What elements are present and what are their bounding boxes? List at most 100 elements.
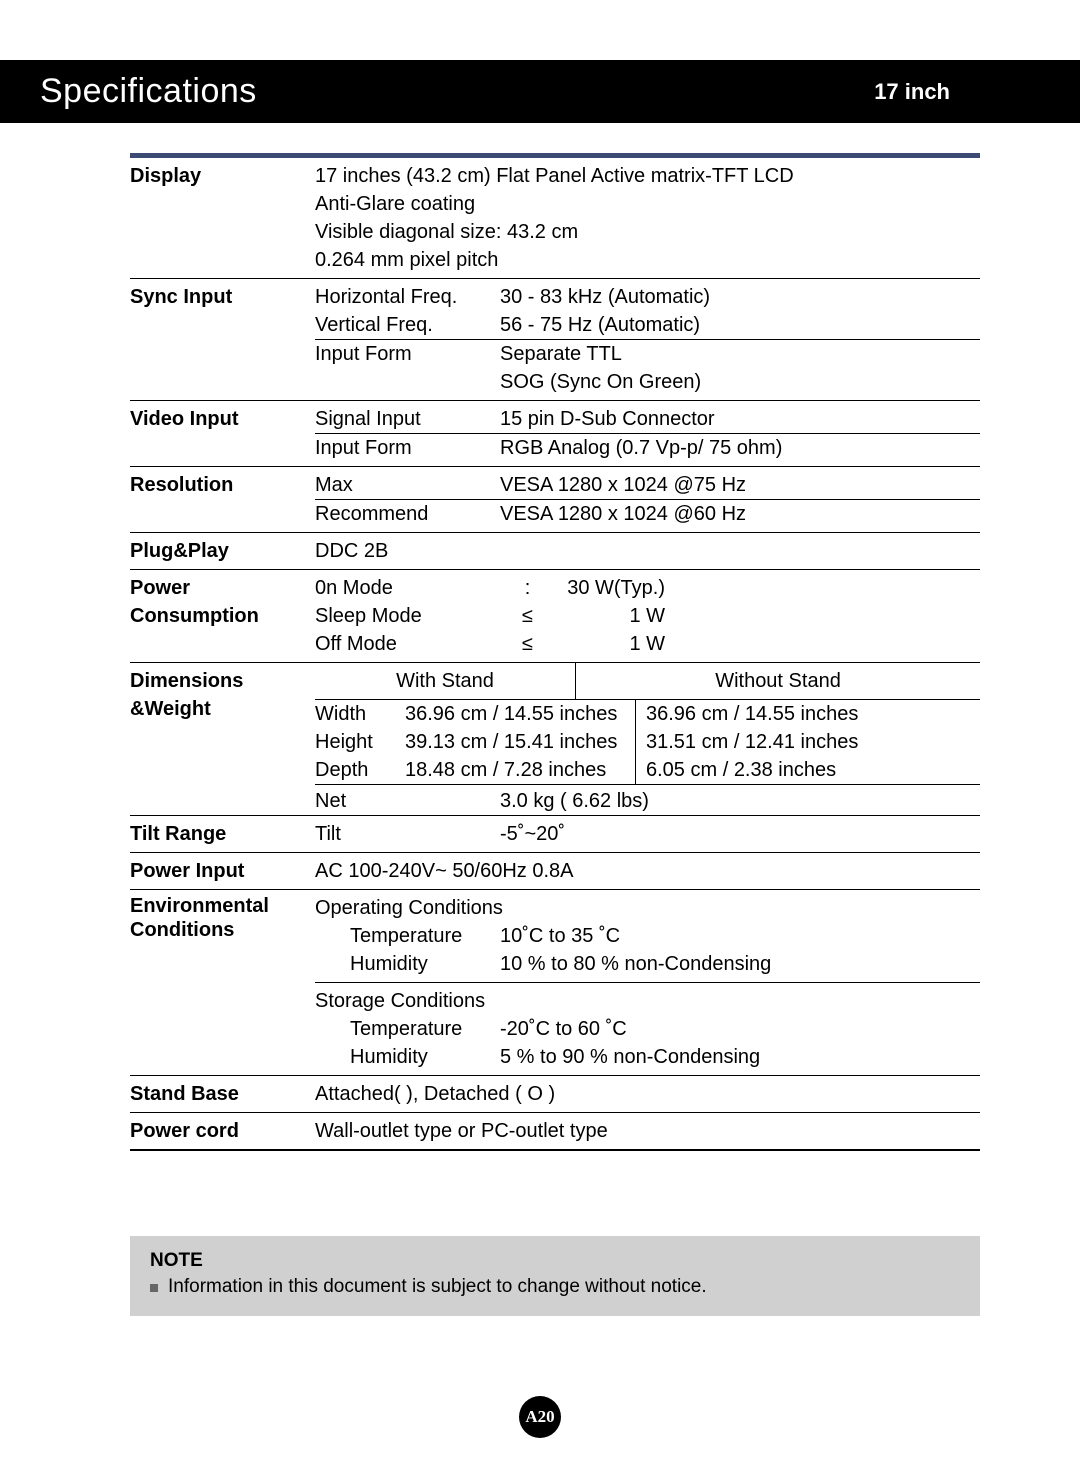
sync-val: 30 - 83 kHz (Automatic) xyxy=(500,283,980,311)
dim-b: 6.05 cm / 2.38 inches xyxy=(646,756,980,784)
note-box: NOTE Information in this document is sub… xyxy=(130,1236,980,1316)
sync-key: Input Form xyxy=(315,340,500,368)
display-line: Visible diagonal size: 43.2 cm xyxy=(315,218,980,246)
sync-key xyxy=(315,368,500,396)
video-val: RGB Analog (0.7 Vp-p/ 75 ohm) xyxy=(500,434,980,462)
tilt-k: Tilt xyxy=(315,820,500,848)
res-key: Recommend xyxy=(315,500,500,528)
label-env-2: Conditions xyxy=(130,918,311,942)
row-resolution: Resolution MaxVESA 1280 x 1024 @75 Hz Re… xyxy=(130,466,980,532)
label-video: Video Input xyxy=(130,401,315,466)
sync-val: 56 - 75 Hz (Automatic) xyxy=(500,311,980,339)
pw-s: : xyxy=(500,574,555,602)
page-number-badge: A20 xyxy=(519,1396,561,1438)
value-env: Operating Conditions Temperature10˚C to … xyxy=(315,890,980,1075)
row-dimensions: Dimensions &Weight With Stand Without St… xyxy=(130,662,980,815)
env-v: -20˚C to 60 ˚C xyxy=(500,1015,627,1043)
label-powerinput: Power Input xyxy=(130,853,315,889)
value-stand: Attached( ), Detached ( O ) xyxy=(315,1076,980,1112)
header-subtitle: 17 inch xyxy=(874,79,950,105)
env-v: 10 % to 80 % non-Condensing xyxy=(500,950,771,978)
note-title: NOTE xyxy=(150,1250,960,1272)
res-val: VESA 1280 x 1024 @60 Hz xyxy=(500,500,980,528)
label-env: Environmental Conditions xyxy=(130,890,315,1075)
pw-s: ≤ xyxy=(500,630,555,658)
env-op-title: Operating Conditions xyxy=(315,890,980,922)
spec-table: Display 17 inches (43.2 cm) Flat Panel A… xyxy=(130,153,980,1151)
value-plugplay: DDC 2B xyxy=(315,533,980,569)
value-dimensions: With Stand Without Stand Width Height De… xyxy=(315,663,980,815)
video-key: Input Form xyxy=(315,434,500,462)
row-powerinput: Power Input AC 100-240V~ 50/60Hz 0.8A xyxy=(130,852,980,889)
row-stand: Stand Base Attached( ), Detached ( O ) xyxy=(130,1075,980,1112)
video-val: 15 pin D-Sub Connector xyxy=(500,405,980,433)
res-val: VESA 1280 x 1024 @75 Hz xyxy=(500,471,980,499)
value-power: 0n Mode:30 W(Typ.) Sleep Mode≤1 W Off Mo… xyxy=(315,570,980,662)
label-stand: Stand Base xyxy=(130,1076,315,1112)
dim-b: 36.96 cm / 14.55 inches xyxy=(646,700,980,728)
pw-k: Sleep Mode xyxy=(315,602,500,630)
sync-key: Horizontal Freq. xyxy=(315,283,500,311)
page: Specifications 17 inch Display 17 inches… xyxy=(0,0,1080,1478)
video-key: Signal Input xyxy=(315,405,500,433)
row-tilt: Tilt Range Tilt-5˚~20˚ xyxy=(130,815,980,852)
display-line: Anti-Glare coating xyxy=(315,190,980,218)
label-plugplay: Plug&Play xyxy=(130,533,315,569)
value-cord: Wall-outlet type or PC-outlet type xyxy=(315,1113,980,1149)
label-cord: Power cord xyxy=(130,1113,315,1149)
dim-a: 18.48 cm / 7.28 inches xyxy=(405,756,635,784)
header-bar: Specifications 17 inch xyxy=(0,60,1080,123)
row-sync: Sync Input Horizontal Freq.30 - 83 kHz (… xyxy=(130,278,980,400)
label-dim-1: Dimensions xyxy=(130,667,311,695)
label-env-1: Environmental xyxy=(130,894,311,918)
value-tilt: Tilt-5˚~20˚ xyxy=(315,816,980,852)
dim-k: Height xyxy=(315,728,395,756)
value-sync: Horizontal Freq.30 - 83 kHz (Automatic) … xyxy=(315,279,980,400)
label-sync: Sync Input xyxy=(130,279,315,400)
dim-head-without: Without Stand xyxy=(575,663,980,699)
row-cord: Power cord Wall-outlet type or PC-outlet… xyxy=(130,1112,980,1149)
dim-a: 39.13 cm / 15.41 inches xyxy=(405,728,635,756)
bullet-icon xyxy=(150,1284,158,1292)
value-powerinput: AC 100-240V~ 50/60Hz 0.8A xyxy=(315,853,980,889)
page-title: Specifications xyxy=(40,72,257,111)
pw-v: 1 W xyxy=(555,630,675,658)
label-power-2: Consumption xyxy=(130,602,311,630)
row-env: Environmental Conditions Operating Condi… xyxy=(130,889,980,1075)
row-video: Video Input Signal Input15 pin D-Sub Con… xyxy=(130,400,980,466)
row-plugplay: Plug&Play DDC 2B xyxy=(130,532,980,569)
label-power: Power Consumption xyxy=(130,570,315,662)
res-key: Max xyxy=(315,471,500,499)
label-tilt: Tilt Range xyxy=(130,816,315,852)
pw-s: ≤ xyxy=(500,602,555,630)
pw-v: 30 W(Typ.) xyxy=(555,574,675,602)
sync-val: Separate TTL xyxy=(500,340,980,368)
label-dimensions: Dimensions &Weight xyxy=(130,663,315,815)
display-line: 17 inches (43.2 cm) Flat Panel Active ma… xyxy=(315,162,980,190)
env-k: Humidity xyxy=(350,950,500,978)
sync-key: Vertical Freq. xyxy=(315,311,500,339)
env-k: Humidity xyxy=(350,1043,500,1071)
label-dim-2: &Weight xyxy=(130,695,311,723)
dim-k: Depth xyxy=(315,756,395,784)
row-display: Display 17 inches (43.2 cm) Flat Panel A… xyxy=(130,158,980,278)
env-k: Temperature xyxy=(350,1015,500,1043)
value-video: Signal Input15 pin D-Sub Connector Input… xyxy=(315,401,980,466)
env-st-title: Storage Conditions xyxy=(315,982,980,1015)
pw-k: 0n Mode xyxy=(315,574,500,602)
display-line: 0.264 mm pixel pitch xyxy=(315,246,980,274)
pw-v: 1 W xyxy=(555,602,675,630)
dim-k: Width xyxy=(315,700,395,728)
pw-k: Off Mode xyxy=(315,630,500,658)
dim-net-v: 3.0 kg ( 6.62 lbs) xyxy=(500,787,649,815)
env-k: Temperature xyxy=(350,922,500,950)
env-v: 5 % to 90 % non-Condensing xyxy=(500,1043,760,1071)
note-text: Information in this document is subject … xyxy=(168,1276,707,1298)
label-resolution: Resolution xyxy=(130,467,315,532)
dim-b: 31.51 cm / 12.41 inches xyxy=(646,728,980,756)
label-power-1: Power xyxy=(130,574,311,602)
env-v: 10˚C to 35 ˚C xyxy=(500,922,620,950)
page-number: A20 xyxy=(525,1407,554,1427)
row-power: Power Consumption 0n Mode:30 W(Typ.) Sle… xyxy=(130,569,980,662)
sync-val: SOG (Sync On Green) xyxy=(500,368,980,396)
